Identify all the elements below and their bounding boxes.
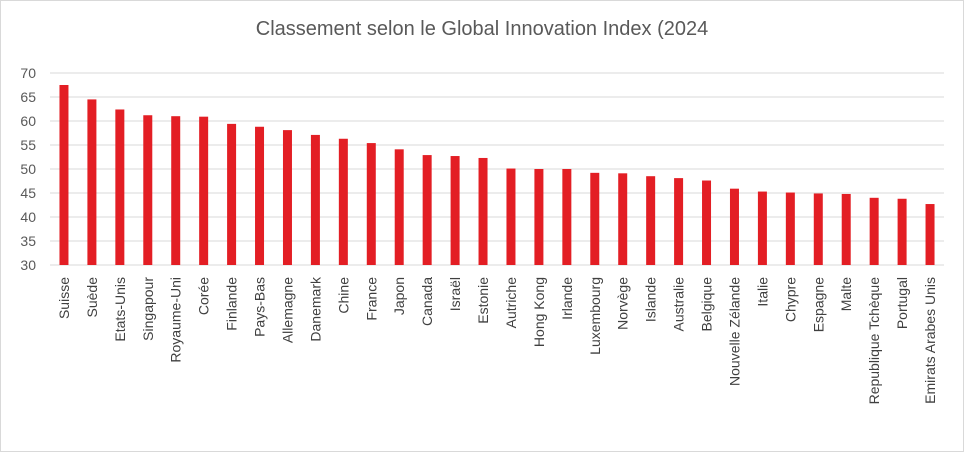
bar — [757, 191, 767, 265]
bar — [646, 176, 656, 265]
x-axis-categories: Suisse Suède Etats-Unis Singapour Royaume-Un… — [56, 276, 938, 404]
bar — [366, 143, 376, 265]
bar — [841, 193, 851, 265]
x-category-label: Allemagne — [279, 277, 295, 343]
bar — [506, 168, 516, 265]
bar — [227, 123, 237, 265]
bar — [785, 192, 795, 265]
x-category-label: Emirats Arabes Unis — [922, 277, 938, 404]
x-category-label: Canada — [419, 277, 435, 326]
x-category-label: Japon — [391, 277, 407, 315]
bars — [59, 85, 935, 266]
y-tick-label: 30 — [20, 257, 36, 273]
bar — [143, 115, 153, 266]
bar — [171, 116, 181, 265]
x-category-label: Autriche — [503, 277, 519, 329]
bar — [590, 172, 600, 265]
x-category-label: Islande — [643, 277, 659, 322]
x-category-label: Chypre — [782, 277, 798, 322]
bar — [534, 169, 544, 265]
bar — [925, 204, 935, 265]
x-category-label: Republique Tchèque — [866, 277, 882, 405]
x-category-label: Pays-Bas — [252, 277, 268, 337]
bar — [450, 156, 460, 265]
bar — [115, 109, 125, 265]
x-category-label: Belgique — [699, 277, 715, 332]
bar — [199, 116, 209, 266]
bar — [255, 126, 265, 265]
x-category-label: Corée — [196, 277, 212, 315]
bar — [310, 134, 320, 265]
x-category-label: Chine — [335, 277, 351, 314]
y-axis-ticks: 30 35 40 45 50 55 60 65 70 — [20, 65, 36, 273]
x-category-label: Estonie — [475, 277, 491, 324]
x-category-label: France — [363, 277, 379, 321]
chart-title: Classement selon le Global Innovation In… — [255, 18, 709, 40]
x-category-label: Nouvelle Zélande — [726, 277, 742, 386]
x-category-label: Espagne — [810, 277, 826, 332]
y-tick-label: 50 — [20, 161, 36, 177]
x-category-label: Norvège — [615, 277, 631, 330]
bar — [394, 149, 404, 265]
bar — [59, 85, 69, 265]
bar — [562, 169, 572, 265]
x-category-label: Australie — [671, 277, 687, 332]
bar — [282, 130, 292, 265]
bar — [897, 198, 907, 265]
x-category-label: Luxembourg — [587, 277, 603, 355]
x-category-label: Danemark — [307, 276, 323, 342]
y-tick-label: 40 — [20, 209, 36, 225]
x-category-label: Italie — [754, 277, 770, 307]
y-tick-label: 45 — [20, 185, 36, 201]
bar — [618, 173, 628, 265]
y-tick-label: 35 — [20, 233, 36, 249]
bar — [813, 193, 823, 265]
x-category-label: Hong Kong — [531, 277, 547, 347]
gridlines — [50, 72, 944, 266]
bar — [478, 157, 488, 265]
x-category-label: Irlande — [559, 277, 575, 320]
x-category-label: Portugal — [894, 277, 910, 329]
bar — [702, 180, 712, 265]
x-category-label: Finlande — [224, 277, 240, 331]
y-tick-label: 65 — [20, 89, 36, 105]
bar — [338, 138, 348, 265]
bar — [87, 99, 97, 266]
x-category-label: Suède — [84, 277, 100, 318]
bar — [422, 155, 432, 265]
bar — [674, 178, 684, 265]
x-category-label: Israël — [447, 277, 463, 311]
x-category-label: Royaume-Uni — [168, 277, 184, 363]
x-category-label: Singapour — [140, 277, 156, 341]
bar — [869, 197, 879, 265]
x-category-label: Suisse — [56, 277, 72, 319]
y-tick-label: 70 — [20, 65, 36, 81]
bar — [729, 188, 739, 265]
x-category-label: Etats-Unis — [112, 277, 128, 342]
y-tick-label: 60 — [20, 113, 36, 129]
x-category-label: Malte — [838, 277, 854, 311]
y-tick-label: 55 — [20, 137, 36, 153]
